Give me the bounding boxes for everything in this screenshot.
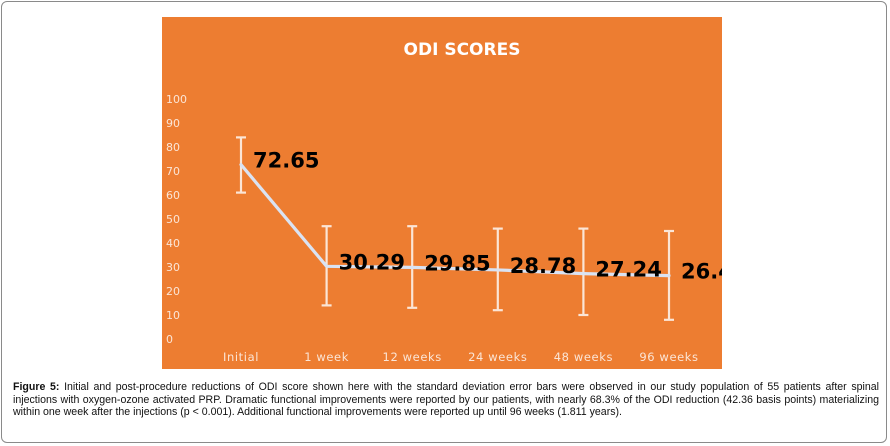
chart-background (162, 17, 722, 369)
x-tick-label: Initial (223, 350, 259, 364)
y-tick-label: 30 (166, 261, 180, 274)
x-tick-label: 96 weeks (639, 350, 698, 364)
x-tick-label: 1 week (304, 350, 349, 364)
chart-canvas: ODI SCORES 0 10 20 30 40 50 60 70 80 90 100 Initia… (162, 17, 722, 369)
caption-text: Initial and post-procedure reductions of… (13, 381, 879, 419)
data-label: 28.78 (510, 254, 576, 278)
data-label: 72.65 (253, 149, 319, 173)
series-line (239, 163, 671, 278)
y-tick-label: 90 (166, 117, 180, 130)
x-axis-labels: Initial 1 week 12 weeks 24 weeks 48 weeks 96 … (223, 350, 698, 364)
y-tick-label: 0 (166, 333, 173, 346)
data-label: 26.4 (681, 260, 722, 284)
y-tick-label: 50 (166, 213, 180, 226)
x-tick-label: 48 weeks (554, 350, 613, 364)
y-axis-ticks: 0 10 20 30 40 50 60 70 80 90 100 (166, 93, 187, 346)
data-label: 27.24 (595, 258, 661, 282)
series-line-group (239, 163, 671, 278)
y-tick-label: 60 (166, 189, 180, 202)
data-label: 29.85 (424, 251, 490, 275)
y-tick-label: 10 (166, 309, 180, 322)
y-tick-label: 70 (166, 165, 180, 178)
figure-caption: Figure 5: Initial and post-procedure red… (13, 381, 879, 419)
y-tick-label: 80 (166, 141, 180, 154)
x-tick-label: 24 weeks (468, 350, 527, 364)
data-labels: 72.65 30.29 29.85 28.78 27.24 26.4 (253, 149, 722, 284)
odi-chart: ODI SCORES 0 10 20 30 40 50 60 70 80 90 100 Initia… (162, 17, 722, 369)
chart-title: ODI SCORES (404, 40, 521, 60)
y-tick-label: 100 (166, 93, 187, 106)
y-tick-label: 40 (166, 237, 180, 250)
x-tick-label: 12 weeks (383, 350, 442, 364)
caption-label: Figure 5: (13, 381, 60, 393)
y-tick-label: 20 (166, 285, 180, 298)
data-label: 30.29 (339, 250, 405, 274)
